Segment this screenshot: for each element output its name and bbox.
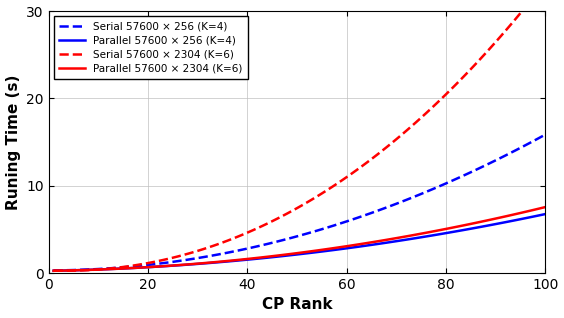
Parallel 57600 × 256 (K=4): [542, 212, 549, 216]
Line: Parallel 57600 × 2304 (K=6): Parallel 57600 × 2304 (K=6): [54, 207, 545, 271]
Parallel 57600 × 2304 (K=6): [343, 244, 350, 248]
Serial 57600 × 2304 (K=6): [60, 269, 67, 273]
Parallel 57600 × 256 (K=4): [502, 220, 509, 224]
Serial 57600 × 2304 (K=6): [149, 260, 156, 264]
Serial 57600 × 2304 (K=6): [507, 23, 514, 27]
Serial 57600 × 2304 (K=6): [348, 172, 355, 176]
Line: Serial 57600 × 256 (K=4): Serial 57600 × 256 (K=4): [54, 135, 545, 270]
X-axis label: CP Rank: CP Rank: [262, 297, 332, 313]
Serial 57600 × 256 (K=4): [517, 146, 524, 150]
Serial 57600 × 256 (K=4): [165, 260, 171, 264]
Serial 57600 × 256 (K=4): [144, 263, 151, 267]
Serial 57600 × 2304 (K=6): [50, 269, 57, 273]
Line: Parallel 57600 × 256 (K=4): Parallel 57600 × 256 (K=4): [54, 214, 545, 271]
Parallel 57600 × 2304 (K=6): [542, 205, 549, 209]
Parallel 57600 × 256 (K=4): [50, 269, 57, 273]
Serial 57600 × 256 (K=4): [303, 232, 310, 236]
Serial 57600 × 2304 (K=6): [169, 256, 176, 259]
Serial 57600 × 2304 (K=6): [309, 198, 315, 202]
Legend: Serial 57600 × 256 (K=4), Parallel 57600 × 256 (K=4), Serial 57600 × 2304 (K=6),: Serial 57600 × 256 (K=4), Parallel 57600…: [54, 16, 248, 79]
Y-axis label: Runing Time (s): Runing Time (s): [6, 74, 20, 210]
Parallel 57600 × 2304 (K=6): [165, 264, 171, 268]
Parallel 57600 × 256 (K=4): [517, 217, 524, 221]
Parallel 57600 × 256 (K=4): [165, 264, 171, 268]
Parallel 57600 × 2304 (K=6): [517, 211, 524, 215]
Parallel 57600 × 2304 (K=6): [303, 250, 310, 254]
Serial 57600 × 256 (K=4): [542, 133, 549, 136]
Parallel 57600 × 256 (K=4): [343, 246, 350, 250]
Parallel 57600 × 256 (K=4): [144, 265, 151, 269]
Serial 57600 × 2304 (K=6): [522, 5, 529, 9]
Parallel 57600 × 2304 (K=6): [50, 269, 57, 273]
Parallel 57600 × 2304 (K=6): [144, 265, 151, 269]
Parallel 57600 × 2304 (K=6): [502, 214, 509, 218]
Line: Serial 57600 × 2304 (K=6): Serial 57600 × 2304 (K=6): [54, 0, 545, 271]
Parallel 57600 × 256 (K=4): [303, 252, 310, 255]
Serial 57600 × 256 (K=4): [343, 219, 350, 223]
Serial 57600 × 256 (K=4): [50, 268, 57, 272]
Serial 57600 × 256 (K=4): [502, 154, 509, 157]
